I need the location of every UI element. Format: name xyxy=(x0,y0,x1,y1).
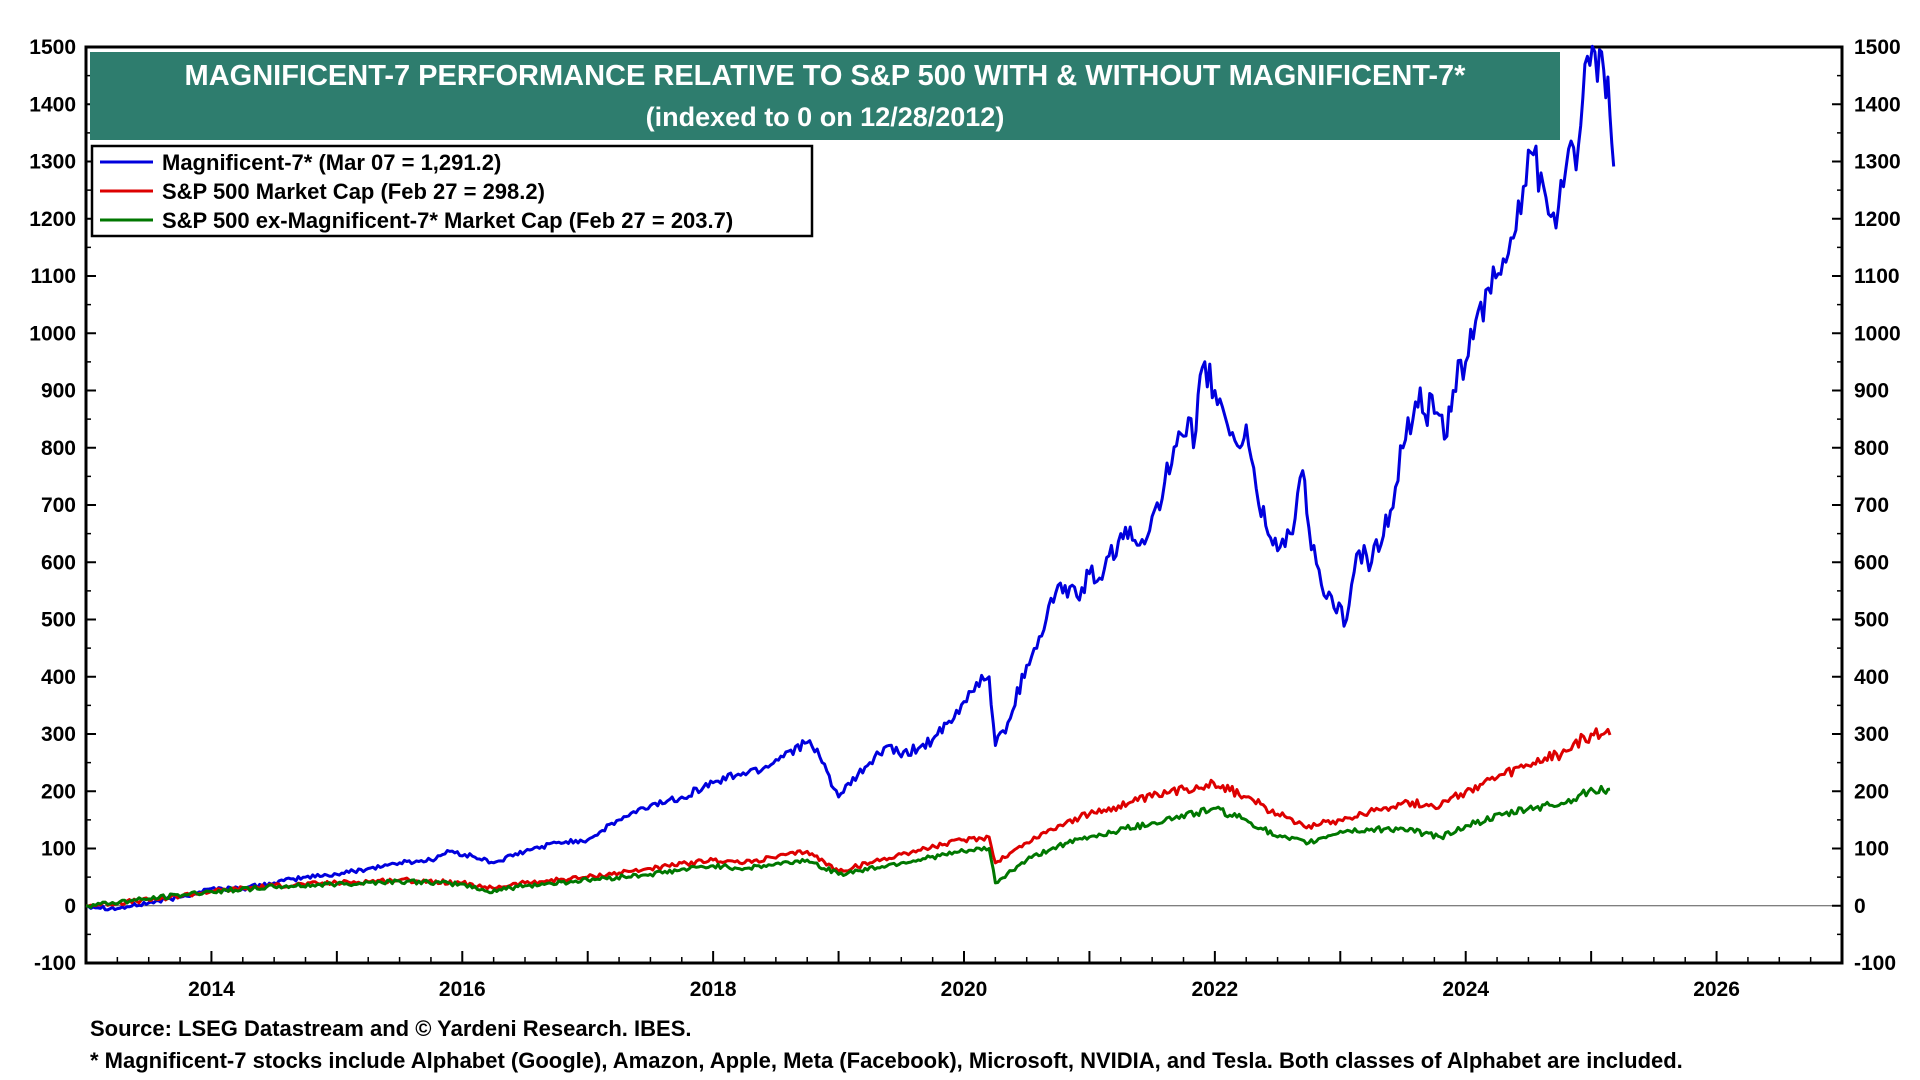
y-tick-label-right: 1500 xyxy=(1854,36,1901,59)
plot-area: -100 -100 0 0 100 100 200 200 300 300 400 400 500 500… xyxy=(29,36,1900,1001)
y-tick-label-right: 100 xyxy=(1854,838,1889,861)
y-tick-label-right: 800 xyxy=(1854,437,1889,460)
y-tick-label-left: 700 xyxy=(41,494,76,517)
y-tick-label-right: 600 xyxy=(1854,551,1889,574)
chart-title: MAGNIFICENT-7 PERFORMANCE RELATIVE TO S&… xyxy=(185,60,1467,92)
y-tick-label-right: 700 xyxy=(1854,494,1889,517)
y-tick-label-right: 900 xyxy=(1854,380,1889,403)
y-tick-label-left: 200 xyxy=(41,780,76,803)
series-line-2 xyxy=(85,727,1612,908)
y-tick-label-left: 500 xyxy=(41,609,76,632)
x-tick-label: 2024 xyxy=(1442,978,1489,1001)
y-tick-label-left: 1200 xyxy=(29,208,76,231)
x-tick-label: 2022 xyxy=(1191,978,1238,1001)
series-line-1 xyxy=(85,44,1616,912)
x-tick-label: 2016 xyxy=(439,978,486,1001)
y-tick-label-right: 200 xyxy=(1854,780,1889,803)
legend-box xyxy=(90,144,814,238)
y-tick-label-right: 500 xyxy=(1854,609,1889,632)
x-tick-label: 2014 xyxy=(188,978,235,1001)
y-tick-label-right: 1000 xyxy=(1854,322,1901,345)
y-tick-label-right: 1200 xyxy=(1854,208,1901,231)
source-note: Source: LSEG Datastream and © Yardeni Re… xyxy=(90,1016,692,1041)
y-tick-label-left: 400 xyxy=(41,666,76,689)
y-tick-label-left: 1500 xyxy=(29,36,76,59)
y-tick-label-right: 300 xyxy=(1854,723,1889,746)
series-line-3 xyxy=(85,784,1611,909)
y-tick-label-left: 1300 xyxy=(29,151,76,174)
legend-label: S&P 500 ex-Magnificent-7* Market Cap (Fe… xyxy=(162,208,733,233)
y-tick-label-left: 600 xyxy=(41,551,76,574)
y-tick-label-left: 300 xyxy=(41,723,76,746)
y-tick-label-left: 1000 xyxy=(29,322,76,345)
y-tick-label-right: 400 xyxy=(1854,666,1889,689)
chart-subtitle: (indexed to 0 on 12/28/2012) xyxy=(646,102,1005,132)
y-tick-label-left: 100 xyxy=(41,838,76,861)
y-tick-label-left: 800 xyxy=(41,437,76,460)
title-band xyxy=(90,52,1560,140)
y-tick-label-right: 0 xyxy=(1854,895,1866,918)
y-tick-label-left: 900 xyxy=(41,380,76,403)
x-tick-label: 2018 xyxy=(690,978,737,1001)
y-tick-label-left: 1100 xyxy=(30,265,76,288)
footnote: * Magnificent-7 stocks include Alphabet … xyxy=(90,1048,1683,1073)
y-tick-label-left: -100 xyxy=(34,952,76,975)
x-tick-label: 2026 xyxy=(1693,978,1740,1001)
y-tick-label-left: 1400 xyxy=(29,93,76,116)
y-tick-label-right: 1100 xyxy=(1854,265,1900,288)
y-tick-label-right: 1300 xyxy=(1854,151,1901,174)
y-tick-label-right: -100 xyxy=(1854,952,1896,975)
y-tick-label-right: 1400 xyxy=(1854,93,1901,116)
legend-label: Magnificent-7* (Mar 07 = 1,291.2) xyxy=(162,150,501,175)
legend-label: S&P 500 Market Cap (Feb 27 = 298.2) xyxy=(162,179,545,204)
x-tick-label: 2020 xyxy=(941,978,988,1001)
y-tick-label-left: 0 xyxy=(64,895,76,918)
